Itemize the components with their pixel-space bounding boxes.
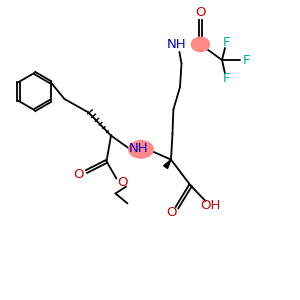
Text: F: F bbox=[243, 53, 250, 67]
Text: O: O bbox=[166, 206, 177, 220]
Text: NH: NH bbox=[129, 142, 149, 155]
Text: F: F bbox=[223, 36, 230, 49]
Polygon shape bbox=[164, 160, 171, 169]
Text: F: F bbox=[223, 72, 230, 86]
Text: O: O bbox=[195, 6, 206, 19]
Ellipse shape bbox=[129, 141, 153, 158]
Text: O: O bbox=[74, 167, 84, 181]
Text: NH: NH bbox=[167, 38, 187, 51]
Text: OH: OH bbox=[200, 199, 220, 212]
Ellipse shape bbox=[191, 37, 209, 52]
Text: O: O bbox=[117, 176, 128, 189]
